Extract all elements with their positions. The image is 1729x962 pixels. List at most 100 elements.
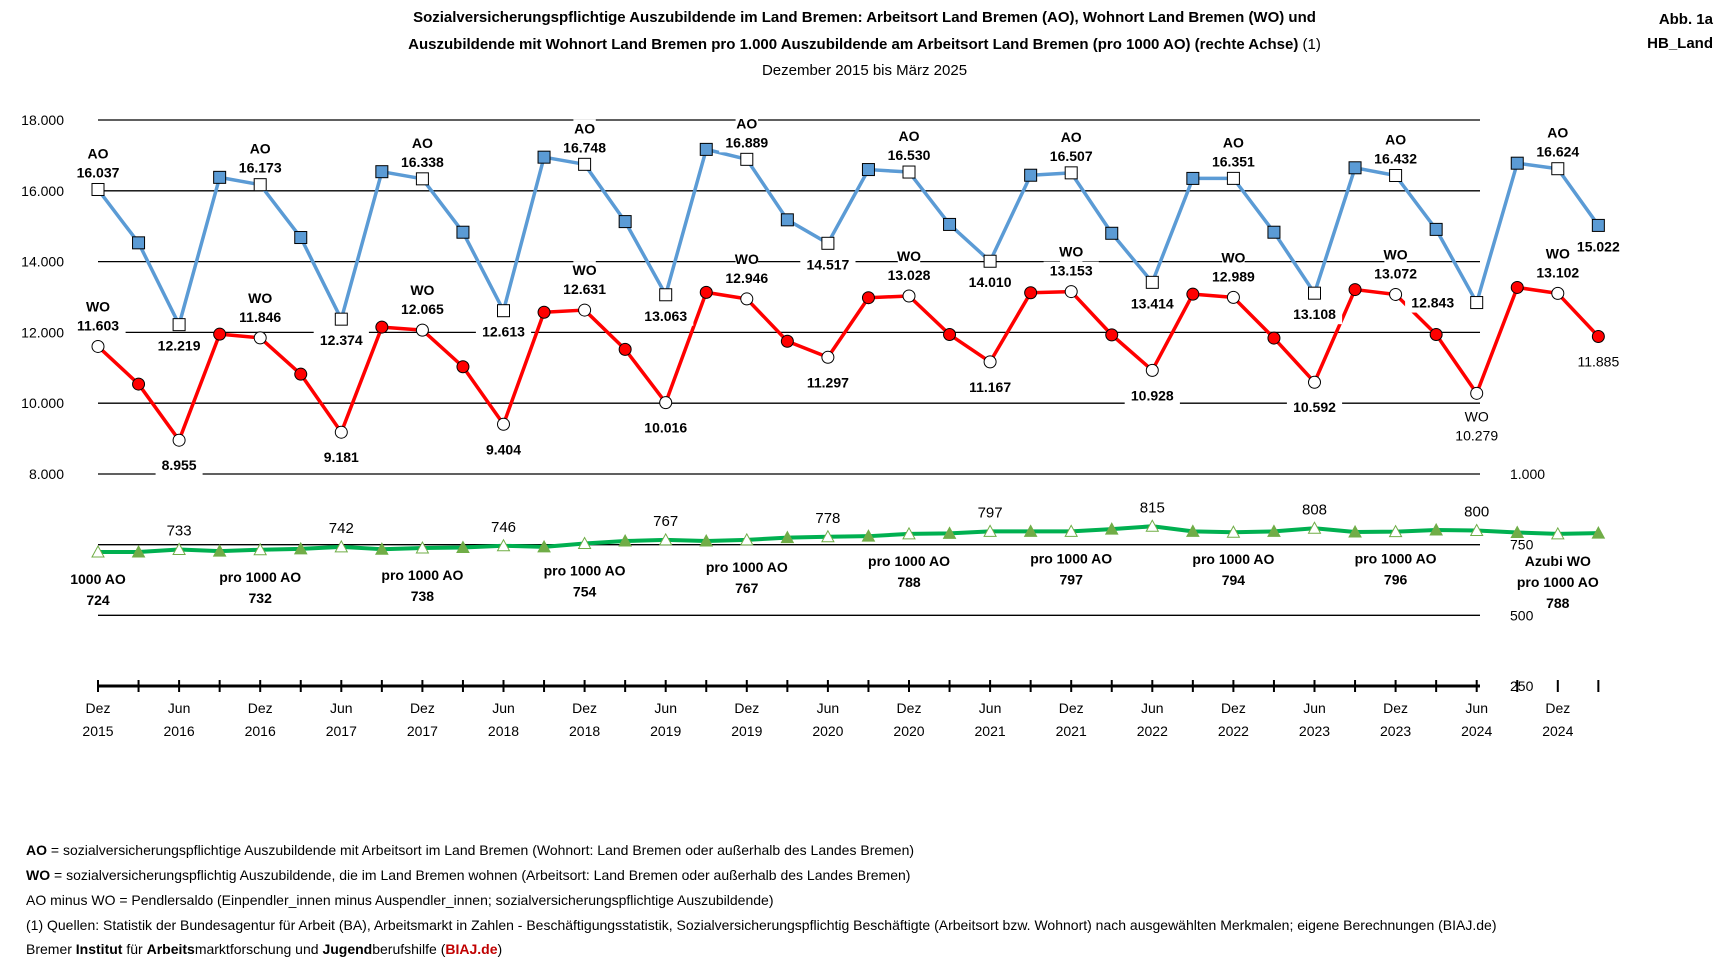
ratio-annotation-label-bg (1185, 550, 1282, 570)
wo-annotation-value: 9.404 (486, 441, 521, 457)
ao-marker (456, 225, 470, 239)
wo-marker (537, 305, 551, 319)
wo-annotation-value-bg (232, 307, 288, 327)
ratio-marker (1267, 524, 1281, 537)
ao-marker (213, 170, 227, 184)
ao-annotation-label-bg (1060, 127, 1083, 147)
chart-subtitle: Dezember 2015 bis März 2025 (761, 62, 968, 79)
ao-marker (1145, 275, 1159, 289)
wo-annotation-value-bg (70, 316, 126, 336)
x-tick-month: Jun (330, 700, 353, 716)
figure-number: Abb. 1a (1658, 11, 1713, 28)
ratio-marker (496, 538, 511, 552)
ratio-marker (658, 532, 673, 546)
wo-annotation-value: 13.072 (1374, 265, 1417, 281)
ao-marker (294, 231, 308, 245)
ratio-marker (739, 532, 754, 546)
ao-annotation-value-bg (962, 273, 1018, 293)
x-tick-year: 2022 (1137, 723, 1168, 739)
ao-annotation-value-bg (800, 255, 856, 275)
ao-annotation-value-bg (1286, 305, 1343, 325)
wo-annotation-value: 8.955 (162, 457, 197, 473)
wo-annotation-value: 10.279 (1455, 427, 1498, 443)
ratio-marker (983, 524, 997, 537)
wo-annotation-value-bg (155, 456, 203, 476)
ao-annotation-label: AO (88, 145, 109, 161)
wo-marker (375, 320, 389, 334)
ratio-annotation-value: 746 (491, 519, 516, 536)
ao-annotation-value-bg (1530, 142, 1586, 162)
ratio-annotation-label: pro 1000 AO (706, 559, 788, 575)
ratio-marker (821, 529, 835, 543)
wo-marker (497, 417, 510, 431)
biaj-link[interactable]: BIAJ.de (445, 941, 498, 957)
inst-part: Arbeits (146, 941, 195, 957)
ao-annotation-value: 16.432 (1374, 151, 1417, 167)
ao-marker (1226, 171, 1240, 185)
ao-marker (415, 172, 429, 186)
wo-annotation-label-bg (735, 249, 758, 269)
ratio-annotation-label: pro 1000 AO (868, 553, 950, 569)
wo-annotation-label-bg (1465, 407, 1488, 427)
wo-marker (1308, 375, 1321, 389)
x-tick-month: Dez (1383, 700, 1408, 716)
ao-annotation-value-bg (1124, 294, 1180, 314)
x-tick-year: 2019 (731, 723, 762, 739)
ratio-marker (942, 526, 957, 539)
left-axis-tick-label: 10.000 (21, 395, 64, 411)
footnote-ao: AO = sozialversicherungspflichtige Auszu… (26, 838, 914, 863)
x-tick-year: 2021 (1056, 723, 1087, 739)
ao-annotation-label: AO (1385, 132, 1406, 148)
x-tick-year: 2020 (812, 723, 843, 739)
wo-marker (1105, 328, 1119, 342)
wo-annotation-value: 12.946 (725, 270, 768, 286)
ratio-annotation-label: 754 (573, 584, 597, 600)
inst-part: Bremer (26, 941, 76, 957)
wo-annotation-value: 11.846 (239, 309, 281, 325)
ratio-annotation-value: 767 (653, 513, 678, 530)
x-tick-month: Jun (1303, 700, 1326, 716)
wo-annotation-value-bg (317, 448, 365, 468)
wo-annotation-label: WO (897, 248, 921, 264)
inst-part: ) (497, 941, 503, 957)
wo-annotation-value: 11.885 (1577, 353, 1619, 369)
wo-annotation-value-bg (557, 280, 613, 300)
ratio-annotation-label-bg (1542, 593, 1574, 613)
ratio-annotation-label-bg (893, 572, 925, 592)
ratio-annotation-label: 797 (1060, 571, 1084, 587)
ratio-marker (1104, 522, 1119, 535)
ratio-annotation-label: 796 (1384, 572, 1408, 588)
wo-marker (1145, 363, 1159, 377)
ratio-marker (618, 533, 632, 547)
ratio-marker (172, 542, 186, 555)
wo-annotation-value: 13.153 (1050, 263, 1093, 279)
ao-marker (1348, 161, 1362, 175)
wo-annotation-value-bg (1570, 352, 1626, 372)
wo-marker (740, 292, 754, 306)
ratio-marker (212, 544, 227, 557)
ao-annotation-label-bg (1546, 123, 1569, 143)
ratio-annotation-label: pro 1000 AO (544, 563, 626, 579)
ao-marker (1591, 218, 1605, 232)
ao-marker (821, 236, 835, 250)
ao-annotation-label-bg (1222, 133, 1245, 153)
x-tick-year: 2023 (1380, 723, 1411, 739)
wo-annotation-value: 12.631 (563, 281, 606, 297)
wo-marker (1551, 286, 1565, 300)
ao-marker (983, 254, 997, 268)
ratio-annotation-label-bg (536, 561, 633, 581)
ratio-annotation-label: 767 (735, 580, 759, 596)
ao-marker (1470, 296, 1484, 310)
ao-marker (1429, 222, 1443, 236)
figure-id: Abb. 1a HB_Land (1647, 8, 1713, 56)
wo-annotation-label-bg (1222, 248, 1245, 268)
ratio-annotation-label: 724 (86, 592, 110, 608)
x-tick-year: 2016 (245, 723, 276, 739)
ao-marker (375, 165, 389, 179)
ao-annotation-value: 13.108 (1293, 306, 1336, 322)
left-axis-tick-label: 16.000 (21, 183, 64, 199)
ratio-annotation-label: 738 (411, 588, 435, 604)
ao-annotation-value-bg (1405, 293, 1461, 313)
wo-annotation-label-bg (573, 261, 596, 281)
wo-marker (1389, 287, 1403, 301)
